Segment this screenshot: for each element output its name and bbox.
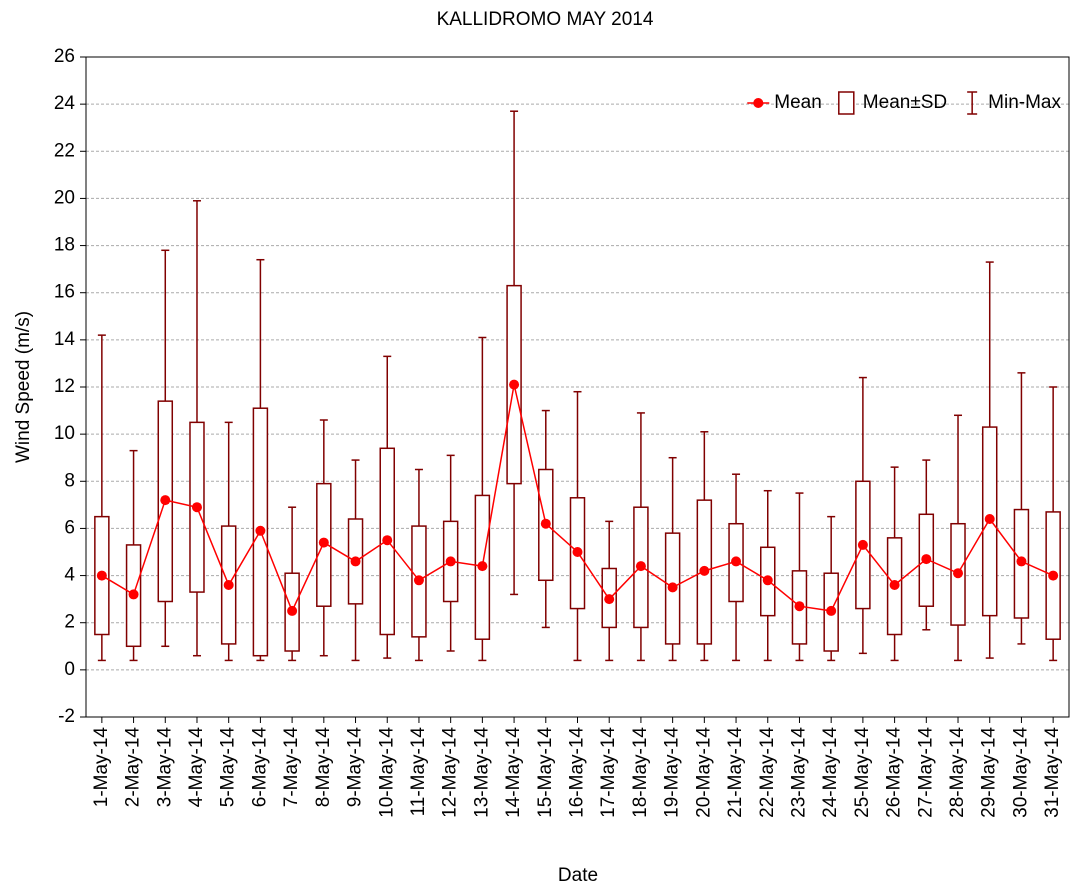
mean-marker [191, 502, 202, 513]
x-tick-label: 18-May-14 [630, 727, 651, 818]
mean-marker [604, 594, 615, 605]
mean-marker [477, 561, 488, 572]
mean-marker [762, 575, 773, 586]
x-tick-label: 24-May-14 [820, 727, 841, 818]
legend-swatch [753, 98, 764, 108]
x-tick-label: 27-May-14 [915, 727, 936, 818]
x-tick-label: 3-May-14 [154, 727, 175, 808]
x-tick-label: 5-May-14 [218, 727, 239, 808]
x-tick-label: 13-May-14 [471, 727, 492, 818]
legend-swatch [838, 91, 855, 115]
mean-marker [1016, 556, 1027, 567]
y-tick-label: 20 [54, 187, 75, 208]
y-tick-label: 16 [54, 282, 75, 303]
x-tick-label: 4-May-14 [186, 727, 207, 808]
mean-marker [572, 547, 583, 557]
y-tick-label: 18 [54, 235, 75, 256]
y-tick-label: 2 [64, 612, 75, 633]
mean-marker [255, 525, 266, 536]
y-tick-label: 8 [64, 470, 75, 491]
x-tick-label: 26-May-14 [884, 727, 905, 818]
legend-label: Mean [774, 92, 822, 113]
x-tick-label: 21-May-14 [725, 727, 746, 818]
x-tick-label: 31-May-14 [1042, 727, 1063, 818]
x-tick-label: 1-May-14 [91, 727, 112, 808]
legend-label: Min-Max [988, 92, 1061, 113]
x-tick-label: 6-May-14 [249, 727, 270, 808]
x-tick-label: 9-May-14 [345, 727, 366, 808]
mean-marker [96, 570, 107, 581]
legend-item: Min-Max [967, 91, 1061, 115]
x-tick-label: 23-May-14 [788, 727, 809, 818]
mean-marker [699, 565, 710, 576]
x-tick-label: 2-May-14 [123, 727, 144, 808]
x-tick-label: 22-May-14 [757, 727, 778, 818]
mean-marker [857, 539, 868, 550]
x-tick-label: 10-May-14 [376, 727, 397, 818]
mean-marker [984, 514, 995, 524]
x-tick-label: 14-May-14 [503, 727, 524, 818]
y-tick-label: 22 [54, 140, 75, 161]
y-tick-label: 14 [54, 329, 76, 350]
x-tick-label: 29-May-14 [979, 727, 1000, 818]
y-tick-label: -2 [58, 706, 75, 727]
mean-marker [287, 605, 298, 616]
mean-marker [731, 556, 742, 567]
x-axis-title: Date [558, 865, 598, 886]
y-tick-label: 26 [54, 46, 75, 67]
y-tick-label: 6 [64, 517, 75, 538]
mean-marker [1048, 570, 1059, 581]
y-tick-label: 10 [54, 423, 75, 444]
mean-marker [889, 580, 900, 590]
mean-marker [667, 582, 678, 593]
x-tick-label: 28-May-14 [947, 727, 968, 818]
mean-marker [160, 495, 171, 506]
mean-marker [826, 605, 837, 616]
chart-title: KALLIDROMO MAY 2014 [437, 9, 654, 30]
mean-marker [635, 561, 646, 572]
x-tick-label: 8-May-14 [313, 727, 334, 808]
x-tick-label: 7-May-14 [281, 727, 302, 808]
y-tick-label: 0 [64, 659, 75, 680]
x-tick-label: 16-May-14 [567, 727, 588, 818]
x-tick-label: 15-May-14 [535, 727, 556, 818]
mean-marker [318, 537, 329, 548]
mean-marker [540, 518, 551, 529]
y-tick-label: 12 [54, 376, 75, 397]
mean-marker [413, 575, 424, 586]
mean-marker [509, 379, 520, 390]
mean-marker [223, 580, 234, 590]
x-tick-label: 30-May-14 [1010, 727, 1031, 818]
mean-marker [794, 601, 805, 612]
x-tick-label: 11-May-14 [408, 727, 429, 817]
x-tick-label: 25-May-14 [852, 727, 873, 818]
x-tick-label: 12-May-14 [440, 727, 461, 818]
x-tick-label: 20-May-14 [693, 727, 714, 818]
legend-item: Mean [747, 92, 822, 113]
legend-item: Mean±SD [838, 91, 947, 115]
mean-marker [128, 589, 139, 600]
mean-marker [445, 556, 456, 567]
mean-marker [921, 554, 932, 565]
legend-label: Mean±SD [863, 92, 947, 113]
x-tick-label: 19-May-14 [662, 727, 683, 818]
y-tick-label: 24 [54, 93, 76, 114]
legend: Mean Mean±SD Min-Max [747, 91, 1061, 115]
mean-marker [953, 568, 964, 579]
y-tick-label: 4 [64, 565, 75, 586]
x-tick-label: 17-May-14 [598, 727, 619, 818]
y-axis-title: Wind Speed (m/s) [13, 311, 34, 463]
mean-marker [350, 556, 361, 567]
mean-marker [382, 535, 393, 546]
